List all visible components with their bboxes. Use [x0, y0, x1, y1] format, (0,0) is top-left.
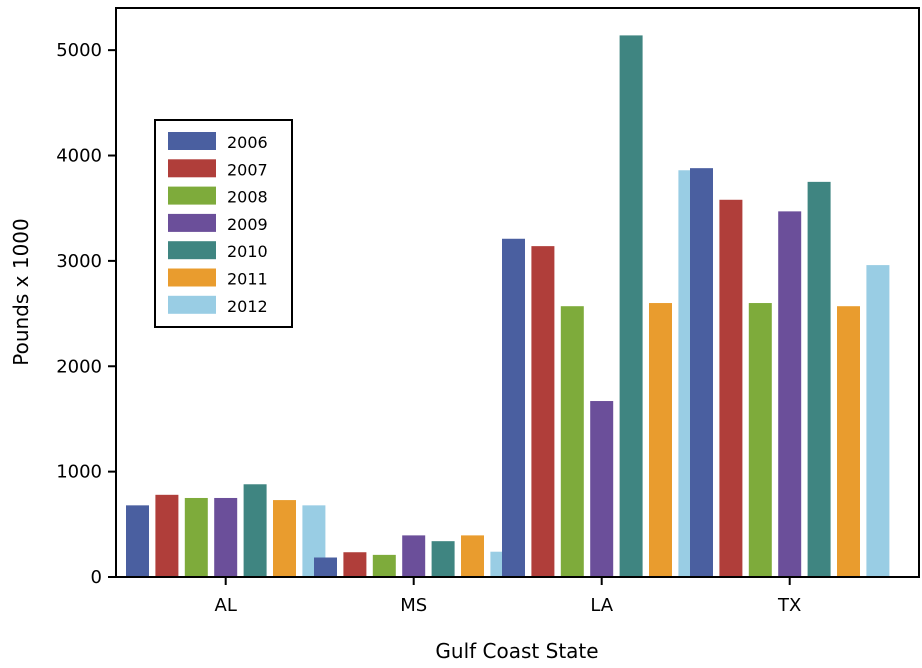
legend-swatch-2007: [168, 159, 216, 178]
bar-tx-2010: [807, 181, 831, 577]
bar-tx-2006: [690, 168, 713, 577]
x-axis-title: Gulf Coast State: [435, 639, 598, 663]
bar-tx-2007: [719, 199, 743, 577]
plot-frame: [115, 7, 920, 578]
bar-tx-2009: [778, 211, 802, 578]
bar-tx-2008: [748, 303, 772, 577]
y-tick-label: 0: [91, 567, 102, 588]
x-tick-label: TX: [777, 595, 801, 616]
y-tick-label: 5000: [56, 40, 102, 61]
x-tick-label: LA: [590, 595, 613, 616]
x-tick-label: MS: [400, 595, 427, 616]
bar-ms-2007: [343, 552, 367, 577]
legend-label-2010: 2010: [227, 242, 268, 261]
bar-ms-2009: [402, 535, 426, 577]
x-tick-label: AL: [215, 595, 237, 616]
bars: [126, 35, 890, 578]
x-axis-ticks: AL MS LA TX: [215, 577, 801, 616]
bar-al-2007: [155, 494, 179, 577]
legend-label-2007: 2007: [227, 160, 268, 179]
legend-label-2006: 2006: [227, 133, 268, 152]
bar-la-2006: [502, 238, 525, 577]
legend: 2006 2007 2008 2009 2010 2011 2012: [154, 119, 293, 328]
bar-al-2010: [243, 484, 267, 577]
bar-la-2007: [531, 246, 555, 578]
y-axis-ticks: 0 1000 2000 3000 4000 5000: [56, 40, 116, 588]
y-tick-label: 1000: [56, 462, 102, 483]
bar-ms-2008: [372, 554, 396, 577]
legend-label-2009: 2009: [227, 215, 268, 234]
legend-swatch-2009: [168, 213, 216, 232]
bar-la-2011: [649, 303, 672, 577]
bar-tx-2012: [866, 265, 890, 577]
y-tick-label: 3000: [56, 251, 102, 272]
bar-al-2008: [184, 497, 208, 577]
legend-swatch-2006: [168, 132, 216, 150]
bar-ms-2011: [461, 535, 484, 577]
bar-la-2008: [560, 306, 584, 577]
bar-al-2011: [273, 500, 296, 577]
bar-al-2009: [214, 497, 238, 577]
legend-label-2012: 2012: [227, 297, 268, 316]
legend-swatch-2008: [168, 186, 216, 205]
legend-label-2011: 2011: [227, 270, 268, 289]
bar-la-2010: [619, 35, 643, 577]
legend-label-2008: 2008: [227, 188, 268, 207]
bar-tx-2011: [837, 306, 860, 577]
y-axis-title: Pounds x 1000: [9, 218, 33, 366]
bar-ms-2006: [314, 557, 337, 577]
y-tick-label: 2000: [56, 356, 102, 377]
y-tick-label: 4000: [56, 146, 102, 167]
bar-al-2006: [126, 505, 149, 577]
legend-swatch-2010: [168, 241, 216, 260]
legend-swatch-2012: [168, 295, 216, 314]
bar-la-2009: [590, 401, 614, 577]
bar-ms-2010: [431, 541, 455, 577]
legend-swatch-2011: [168, 268, 216, 287]
